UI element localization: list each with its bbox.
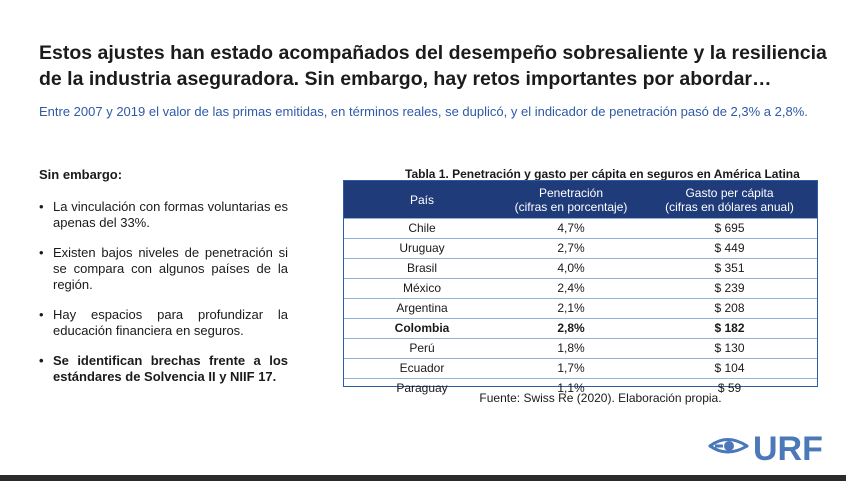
table-row: Paraguay 1,1% $ 59 <box>344 378 817 398</box>
bullet-dot: • <box>39 307 44 322</box>
bullet-item: • Existen bajos niveles de penetración si… <box>39 245 288 293</box>
header-spend: Gasto per cápita (cifras en dólares anua… <box>642 181 817 219</box>
bullet-text: La vinculación con formas voluntarias es… <box>53 199 288 230</box>
header-spend-line-1: Gasto per cápita <box>685 185 774 200</box>
cell-penetration: 2,7% <box>500 238 642 259</box>
cell-country: Perú <box>344 338 500 359</box>
bullet-item: • La vinculación con formas voluntarias e… <box>39 199 288 231</box>
cell-spend: $ 449 <box>642 238 817 259</box>
bullet-list: • La vinculación con formas voluntarias e… <box>39 199 288 399</box>
header-penetration-line-2: (cifras en porcentaje) <box>514 199 628 214</box>
cell-penetration: 1,7% <box>500 358 642 379</box>
cell-country: Argentina <box>344 298 500 319</box>
table-row: Argentina 2,1% $ 208 <box>344 298 817 319</box>
header-penetration-line-1: Penetración <box>538 185 604 200</box>
cell-country: México <box>344 278 500 299</box>
cell-penetration: 4,0% <box>500 258 642 279</box>
cell-penetration: 4,7% <box>500 218 642 239</box>
bullet-item: • Hay espacios para profundizar la educac… <box>39 307 288 339</box>
cell-spend: $ 130 <box>642 338 817 359</box>
table-row: México 2,4% $ 239 <box>344 278 817 299</box>
slide-title: Estos ajustes han estado acompañados del… <box>39 40 829 92</box>
bullet-text: Existen bajos niveles de penetración si … <box>53 245 288 292</box>
eye-logo-icon: URF <box>708 430 823 468</box>
table-header-row: País Penetración (cifras en porcentaje) … <box>344 181 817 219</box>
bullet-text: Hay espacios para profundizar la educaci… <box>53 307 288 338</box>
cell-penetration: 1,8% <box>500 338 642 359</box>
bullet-text: Se identifican brechas frente a los está… <box>53 353 288 384</box>
cell-penetration: 2,8% <box>500 318 642 339</box>
header-penetration: Penetración (cifras en porcentaje) <box>500 181 642 219</box>
cell-country: Ecuador <box>344 358 500 379</box>
cell-country: Brasil <box>344 258 500 279</box>
slide-title-line-1: Estos ajustes han estado acompañados del… <box>39 42 827 64</box>
bullet-dot: • <box>39 199 44 214</box>
cell-penetration: 1,1% <box>500 378 642 398</box>
data-table: País Penetración (cifras en porcentaje) … <box>344 181 817 398</box>
bullet-dot: • <box>39 353 44 368</box>
table-row-highlighted: Colombia 2,8% $ 182 <box>344 318 817 339</box>
header-country: País <box>344 181 500 219</box>
bottom-divider <box>0 475 846 481</box>
cell-spend: $ 208 <box>642 298 817 319</box>
cell-spend: $ 695 <box>642 218 817 239</box>
slide-title-line-2: de la industria aseguradora. Sin embargo… <box>39 68 772 90</box>
table-row: Ecuador 1,7% $ 104 <box>344 358 817 379</box>
cell-country: Uruguay <box>344 238 500 259</box>
left-heading: Sin embargo: <box>39 167 123 182</box>
table-caption: Tabla 1. Penetración y gasto per cápita … <box>405 167 800 181</box>
cell-country: Paraguay <box>344 378 500 398</box>
cell-penetration: 2,4% <box>500 278 642 299</box>
header-spend-line-2: (cifras en dólares anual) <box>665 199 794 214</box>
cell-country: Chile <box>344 218 500 239</box>
urf-logo: URF <box>707 427 829 468</box>
cell-penetration: 2,1% <box>500 298 642 319</box>
cell-spend: $ 104 <box>642 358 817 379</box>
cell-spend: $ 351 <box>642 258 817 279</box>
logo-text: URF <box>753 430 823 465</box>
data-table-container: País Penetración (cifras en porcentaje) … <box>343 180 818 398</box>
table-row: Perú 1,8% $ 130 <box>344 338 817 359</box>
table-row: Chile 4,7% $ 695 <box>344 218 817 239</box>
slide-subtitle: Entre 2007 y 2019 el valor de las primas… <box>39 104 808 119</box>
cell-spend: $ 239 <box>642 278 817 299</box>
cell-spend: $ 59 <box>642 378 817 398</box>
cell-spend: $ 182 <box>642 318 817 339</box>
table-row: Brasil 4,0% $ 351 <box>344 258 817 279</box>
bullet-dot: • <box>39 245 44 260</box>
table-source: Fuente: Swiss Re (2020). Elaboración pro… <box>479 391 722 405</box>
bullet-item: • Se identifican brechas frente a los est… <box>39 353 288 385</box>
cell-country: Colombia <box>344 318 500 339</box>
table-row: Uruguay 2,7% $ 449 <box>344 238 817 259</box>
